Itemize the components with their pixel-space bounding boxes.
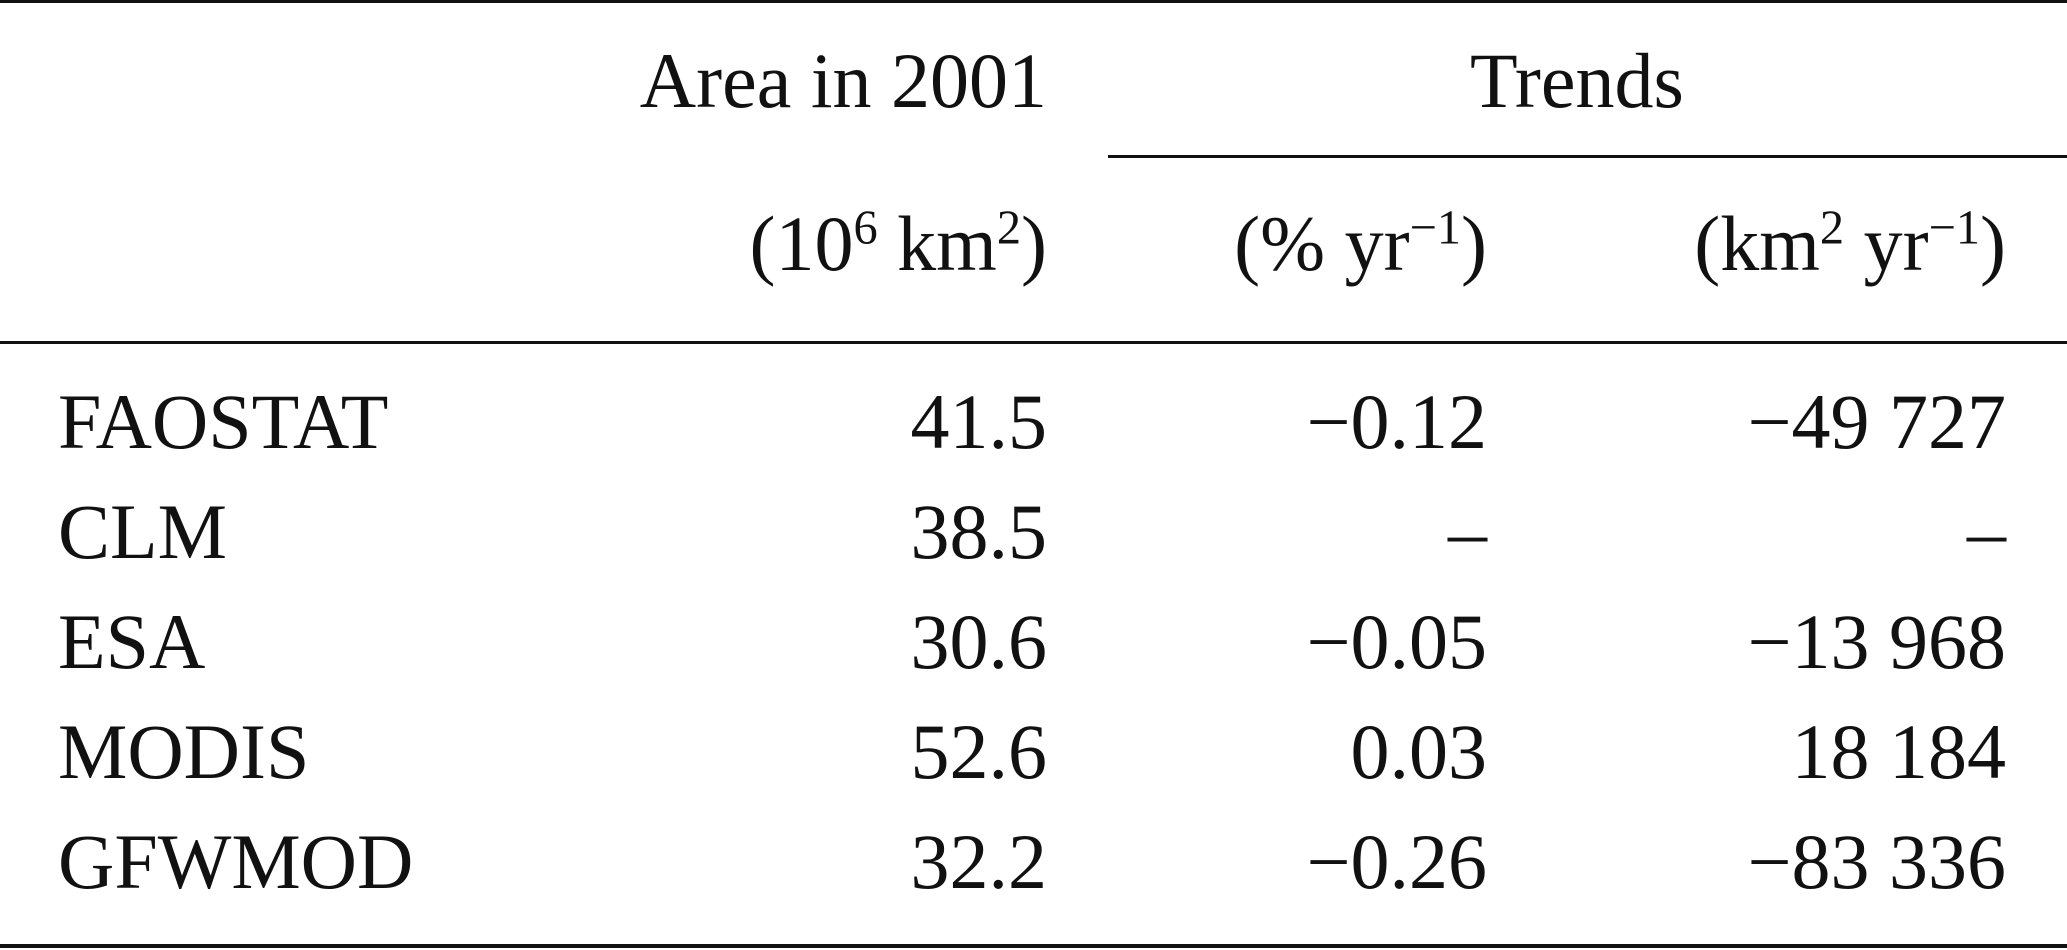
row-name: MODIS bbox=[58, 708, 310, 795]
unit-area: (106 km2) bbox=[749, 200, 1047, 287]
row-name: FAOSTAT bbox=[58, 378, 389, 465]
row-name: GFWMOD bbox=[58, 818, 414, 905]
header-area: Area in 2001 bbox=[639, 37, 1047, 124]
row-trend-km2: 18 184 bbox=[1791, 708, 2007, 795]
table-top-rule bbox=[0, 0, 2067, 3]
unit-km2-per-year: (km2 yr−1) bbox=[1694, 200, 2006, 287]
trends-rule bbox=[1108, 155, 2067, 158]
row-name: ESA bbox=[58, 598, 206, 685]
row-area: 38.5 bbox=[910, 488, 1048, 575]
row-area: 30.6 bbox=[910, 598, 1048, 685]
row-area: 41.5 bbox=[910, 378, 1048, 465]
row-trend-percent: – bbox=[1448, 488, 1487, 575]
row-name: CLM bbox=[58, 488, 228, 575]
row-trend-percent: −0.26 bbox=[1306, 818, 1488, 905]
row-trend-percent: −0.05 bbox=[1306, 598, 1488, 685]
header-trends: Trends bbox=[1470, 37, 1684, 124]
table-header-rule bbox=[0, 341, 2067, 344]
row-trend-km2: −83 336 bbox=[1747, 818, 2007, 905]
row-trend-km2: – bbox=[1967, 488, 2006, 575]
row-area: 32.2 bbox=[910, 818, 1048, 905]
row-area: 52.6 bbox=[910, 708, 1048, 795]
unit-percent-per-year: (% yr−1) bbox=[1234, 200, 1487, 287]
table-bottom-rule bbox=[0, 944, 2067, 948]
row-trend-percent: 0.03 bbox=[1350, 708, 1488, 795]
row-trend-km2: −49 727 bbox=[1747, 378, 2007, 465]
row-trend-km2: −13 968 bbox=[1747, 598, 2007, 685]
row-trend-percent: −0.12 bbox=[1306, 378, 1488, 465]
